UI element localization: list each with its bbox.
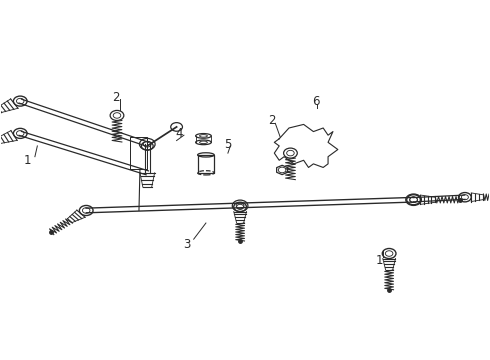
Text: 2: 2 [268,114,275,127]
Text: 4: 4 [175,127,183,140]
Text: 2: 2 [112,91,119,104]
Text: 5: 5 [224,138,232,150]
Text: 1: 1 [376,254,383,267]
Text: 6: 6 [312,95,319,108]
Text: 3: 3 [183,238,190,251]
Text: 1: 1 [24,154,31,167]
